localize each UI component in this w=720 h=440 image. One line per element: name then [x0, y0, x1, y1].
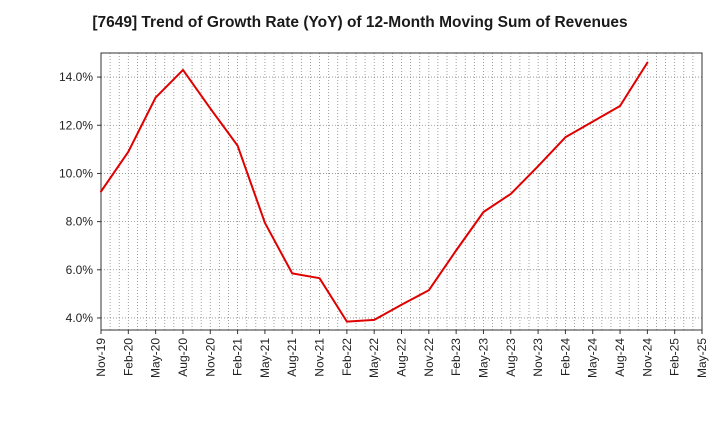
x-tick-label: Feb-22	[340, 338, 354, 376]
x-axis: Nov-19 Feb-20 May-20 Aug-20 Nov-20 Feb-21 May-…	[94, 330, 709, 378]
x-tick-label: May-25	[695, 338, 709, 378]
chart-title: [7649] Trend of Growth Rate (YoY) of 12-…	[92, 14, 628, 31]
x-tick-label: Nov-24	[640, 338, 654, 377]
x-tick-label: Aug-21	[285, 338, 299, 377]
y-tick-label: 14.0%	[59, 70, 93, 84]
y-axis: 4.0% 6.0% 8.0% 10.0% 12.0% 14.0%	[59, 70, 101, 325]
x-tick-label: Aug-22	[395, 338, 409, 377]
vertical-grid	[109, 53, 694, 330]
x-tick-label: Nov-22	[422, 338, 436, 377]
series-line	[100, 61, 649, 323]
horizontal-grid	[101, 76, 702, 319]
x-tick-label: Nov-20	[203, 338, 217, 377]
x-tick-label: Nov-19	[94, 338, 108, 377]
y-tick-label: 8.0%	[66, 215, 94, 229]
y-tick-label: 6.0%	[66, 263, 94, 277]
y-tick-label: 12.0%	[59, 118, 93, 132]
x-tick-label: Feb-24	[558, 338, 572, 376]
series-layer	[100, 61, 649, 323]
y-tick-label: 4.0%	[66, 311, 94, 325]
x-tick-label: May-20	[149, 338, 163, 378]
x-tick-label: Aug-23	[504, 338, 518, 377]
x-tick-label: Feb-20	[121, 338, 135, 376]
x-tick-label: Feb-21	[231, 338, 245, 376]
x-tick-label: Feb-25	[668, 338, 682, 376]
x-tick-label: May-22	[367, 338, 381, 378]
y-tick-label: 10.0%	[59, 166, 93, 180]
x-tick-label: Feb-23	[449, 338, 463, 376]
x-tick-label: Nov-23	[531, 338, 545, 377]
x-tick-label: May-23	[476, 338, 490, 378]
x-tick-label: Aug-20	[176, 338, 190, 377]
x-tick-label: May-21	[258, 338, 272, 378]
x-tick-label: May-24	[586, 338, 600, 378]
x-tick-label: Nov-21	[313, 338, 327, 377]
x-tick-label: Aug-24	[613, 338, 627, 377]
